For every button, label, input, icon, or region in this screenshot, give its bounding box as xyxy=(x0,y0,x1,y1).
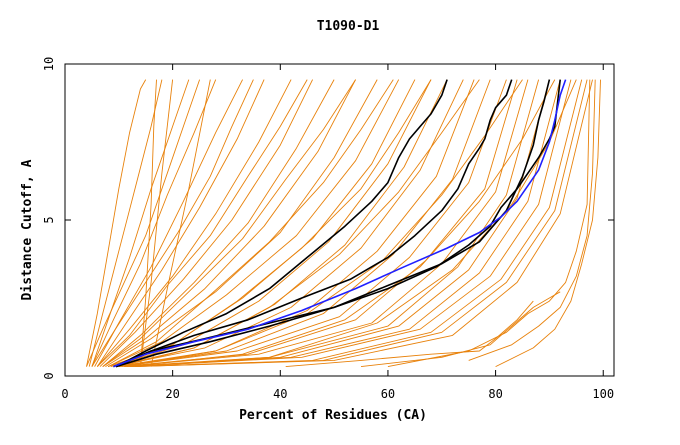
y-tick-label: 0 xyxy=(42,372,56,379)
background-series-line xyxy=(129,79,572,368)
background-series-line xyxy=(86,79,147,367)
y-axis: 0 5 10 xyxy=(42,57,614,380)
background-series-line xyxy=(86,79,201,367)
background-series-line xyxy=(150,79,211,367)
background-series-line xyxy=(91,79,190,367)
x-axis: 0 20 40 60 80 100 xyxy=(61,64,614,401)
chart-title: T1090-D1 xyxy=(317,19,380,34)
background-series-line xyxy=(118,79,491,368)
y-tick-label: 10 xyxy=(42,57,56,71)
y-axis-label: Distance Cutoff, A xyxy=(20,159,35,300)
background-series-line xyxy=(113,79,432,368)
background-series-line xyxy=(96,79,265,367)
plot-lines xyxy=(86,79,601,368)
background-series-line xyxy=(139,79,157,367)
x-tick-label: 0 xyxy=(61,387,68,401)
background-series-line xyxy=(285,300,534,368)
background-series-line xyxy=(387,79,591,368)
background-series-line xyxy=(110,79,432,368)
background-series-line xyxy=(129,79,556,368)
background-series-line xyxy=(96,79,308,367)
background-series-line xyxy=(99,79,314,367)
background-series-line xyxy=(134,79,593,368)
x-tick-label: 40 xyxy=(273,387,287,401)
background-series-line xyxy=(118,79,507,368)
highlight-series-line-blue xyxy=(113,79,567,368)
background-series-line xyxy=(126,79,550,368)
background-series-line xyxy=(96,79,292,367)
x-tick-label: 20 xyxy=(165,387,179,401)
background-series-line xyxy=(102,79,356,367)
background-series-line xyxy=(116,79,475,368)
highlight-series-line-black xyxy=(115,79,513,368)
background-series-line xyxy=(495,79,601,368)
background-series-line xyxy=(102,79,335,367)
background-series-line xyxy=(113,79,464,368)
y-tick-label: 5 xyxy=(42,216,56,223)
background-series-line xyxy=(118,79,480,368)
background-series-line xyxy=(139,79,174,367)
background-series-line xyxy=(107,79,400,368)
x-tick-label: 100 xyxy=(592,387,614,401)
background-series-line xyxy=(360,291,561,368)
background-series-line xyxy=(107,79,394,368)
x-tick-label: 60 xyxy=(381,387,395,401)
background-series-line xyxy=(91,79,217,367)
x-tick-label: 80 xyxy=(488,387,502,401)
x-axis-label: Percent of Residues (CA) xyxy=(239,408,427,423)
background-series-line xyxy=(102,79,356,367)
background-series-line xyxy=(129,79,561,368)
background-series-line xyxy=(124,79,529,368)
highlight-series-line-black xyxy=(113,79,561,368)
highlight-series-line-black xyxy=(115,79,551,368)
background-series-line xyxy=(468,79,596,361)
background-series-line xyxy=(91,79,254,367)
background-series-line xyxy=(124,79,523,368)
highlight-series-line-black xyxy=(115,79,448,368)
background-series-line xyxy=(88,79,163,367)
background-series-line xyxy=(134,79,577,368)
